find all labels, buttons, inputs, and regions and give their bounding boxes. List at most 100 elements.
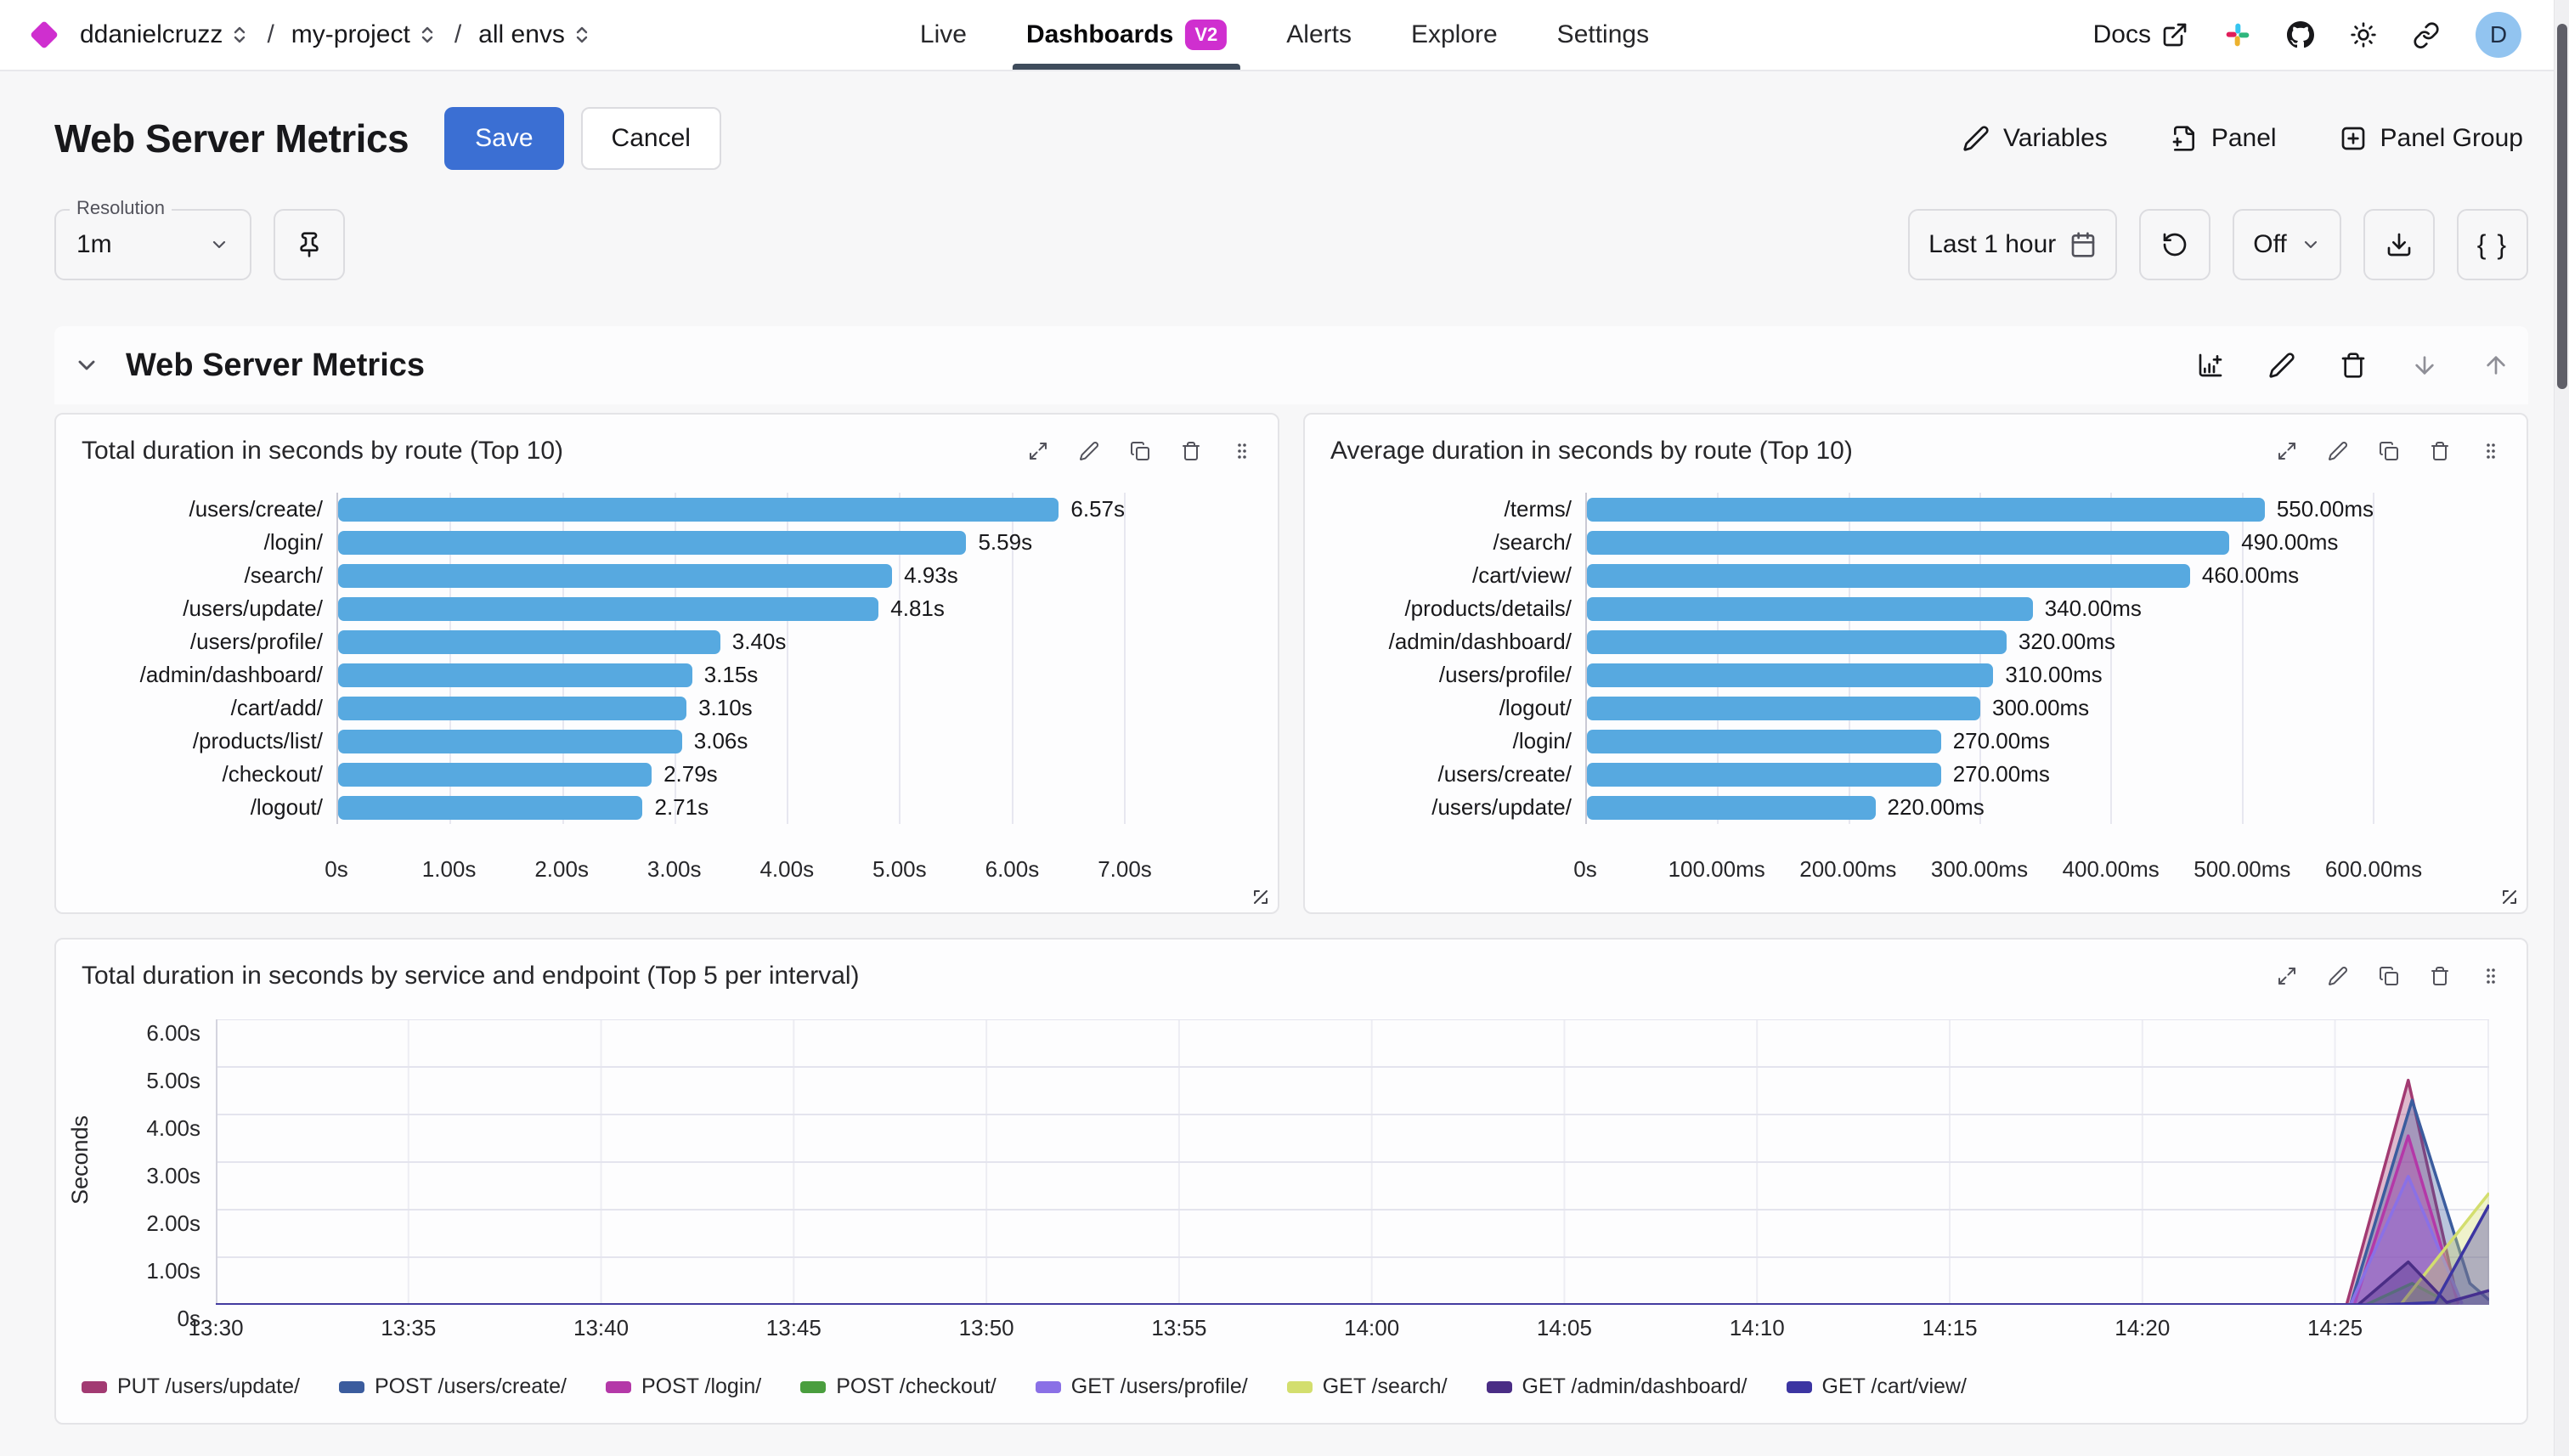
- bar-value-label: 310.00ms: [2005, 662, 2103, 687]
- breadcrumb-env-label: all envs: [478, 20, 565, 48]
- x-axis-tick-label: 13:55: [1151, 1315, 1207, 1340]
- legend-item[interactable]: GET /cart/view/: [1786, 1374, 1967, 1399]
- auto-refresh-select[interactable]: Off: [2233, 209, 2341, 280]
- bar-value-label: 220.00ms: [1887, 794, 1985, 820]
- bar[interactable]: [338, 729, 682, 753]
- duplicate-panel-icon[interactable]: [2379, 441, 2399, 461]
- brand-logo-icon[interactable]: [30, 20, 59, 49]
- expand-icon[interactable]: [2277, 966, 2297, 986]
- edit-panel-icon[interactable]: [1079, 441, 1099, 461]
- nav-label: Live: [919, 20, 967, 48]
- bar[interactable]: [1587, 696, 1980, 720]
- bar[interactable]: [338, 696, 687, 720]
- resize-handle-icon[interactable]: [1251, 887, 1271, 907]
- slack-icon[interactable]: [2224, 21, 2251, 48]
- edit-group-icon[interactable]: [2268, 352, 2295, 379]
- bar[interactable]: [338, 563, 893, 588]
- pin-button[interactable]: [274, 209, 345, 280]
- bar-value-label: 4.93s: [904, 562, 958, 588]
- bar[interactable]: [338, 629, 720, 654]
- bar[interactable]: [1587, 530, 2230, 555]
- link-icon[interactable]: [2413, 21, 2440, 48]
- add-chart-icon[interactable]: [2197, 352, 2224, 379]
- legend-label: POST /users/create/: [374, 1374, 567, 1398]
- nav-item-settings[interactable]: Settings: [1557, 0, 1649, 70]
- x-axis-tick-label: 14:20: [2114, 1315, 2171, 1340]
- grid-line: [1979, 493, 1981, 824]
- download-button[interactable]: [2363, 209, 2435, 280]
- edit-panel-icon[interactable]: [2328, 966, 2348, 986]
- legend-item[interactable]: PUT /users/update/: [82, 1374, 300, 1399]
- github-icon[interactable]: [2287, 21, 2314, 48]
- bar[interactable]: [338, 795, 643, 820]
- plot-area[interactable]: [216, 1019, 2489, 1305]
- bar-category-label: /search/: [244, 562, 324, 588]
- delete-panel-icon[interactable]: [2430, 966, 2450, 986]
- time-range-button[interactable]: Last 1 hour: [1908, 209, 2118, 280]
- duplicate-panel-icon[interactable]: [2379, 966, 2399, 986]
- expand-icon[interactable]: [2277, 441, 2297, 461]
- collapse-chevron-icon[interactable]: [73, 352, 100, 379]
- bar-value-label: 3.40s: [731, 629, 787, 654]
- bar[interactable]: [1587, 762, 1941, 787]
- cancel-button[interactable]: Cancel: [580, 107, 721, 170]
- x-axis-ticks: 13:30 13:35 13:40 13:45 13:50 13:55 14:00 14:05…: [188, 1315, 2489, 1356]
- legend-item[interactable]: POST /login/: [605, 1374, 761, 1399]
- save-button[interactable]: Save: [444, 107, 564, 170]
- json-button[interactable]: { }: [2456, 209, 2528, 280]
- legend-swatch: [1786, 1380, 1812, 1393]
- legend-item[interactable]: POST /checkout/: [800, 1374, 997, 1399]
- variables-button[interactable]: Variables: [1957, 123, 2113, 154]
- nav-item-alerts[interactable]: Alerts: [1286, 0, 1352, 70]
- add-panel-button[interactable]: Panel: [2165, 123, 2282, 154]
- y-axis-tick-label: 3.00s: [146, 1163, 200, 1188]
- bar[interactable]: [1587, 563, 2190, 588]
- bar-row: 460.00ms: [1587, 559, 2374, 592]
- bar[interactable]: [338, 497, 1059, 522]
- refresh-button[interactable]: [2139, 209, 2211, 280]
- bar[interactable]: [1587, 729, 1941, 753]
- duplicate-panel-icon[interactable]: [1130, 441, 1150, 461]
- breadcrumb-env[interactable]: all envs: [478, 20, 592, 49]
- delete-panel-icon[interactable]: [1181, 441, 1201, 461]
- bar[interactable]: [338, 530, 967, 555]
- nav-item-dashboards[interactable]: Dashboards V2: [1012, 0, 1241, 70]
- expand-icon[interactable]: [1028, 441, 1048, 461]
- bar[interactable]: [338, 596, 879, 621]
- bar-category-label: /users/update/: [1431, 794, 1572, 820]
- delete-group-icon[interactable]: [2340, 352, 2367, 379]
- scrollbar-thumb[interactable]: [2557, 24, 2567, 389]
- add-panel-group-button[interactable]: Panel Group: [2335, 123, 2528, 154]
- move-group-down-icon[interactable]: [2411, 352, 2438, 379]
- nav-item-explore[interactable]: Explore: [1411, 0, 1498, 70]
- legend-swatch: [605, 1380, 631, 1393]
- bar[interactable]: [338, 762, 652, 787]
- breadcrumb-project[interactable]: my-project: [291, 20, 438, 49]
- sun-icon[interactable]: [2350, 21, 2377, 48]
- legend-item[interactable]: GET /search/: [1286, 1374, 1448, 1399]
- resolution-select[interactable]: Resolution 1m: [54, 197, 251, 280]
- legend-item[interactable]: GET /users/profile/: [1035, 1374, 1248, 1399]
- edit-panel-icon[interactable]: [2328, 441, 2348, 461]
- drag-handle-icon[interactable]: [1232, 441, 1252, 461]
- panel-title: Total duration in seconds by route (Top …: [82, 437, 563, 465]
- breadcrumb-org[interactable]: ddanielcruzz: [80, 20, 250, 49]
- time-series-chart: Seconds 0s 1.00s 2.00s 3.00s 4.00s 5.00s 6.00s…: [56, 1006, 2527, 1423]
- nav-item-live[interactable]: Live: [920, 0, 967, 70]
- bar[interactable]: [1587, 497, 2265, 522]
- bar[interactable]: [338, 663, 692, 687]
- bar-category-label: /users/update/: [183, 595, 323, 621]
- drag-handle-icon[interactable]: [2481, 441, 2501, 461]
- bar[interactable]: [1587, 795, 1876, 820]
- bar[interactable]: [1587, 629, 2007, 654]
- drag-handle-icon[interactable]: [2481, 966, 2501, 986]
- bar[interactable]: [1587, 663, 1994, 687]
- resize-handle-icon[interactable]: [2499, 887, 2520, 907]
- legend-item[interactable]: GET /admin/dashboard/: [1486, 1374, 1747, 1399]
- bar[interactable]: [1587, 596, 2033, 621]
- move-group-up-icon[interactable]: [2482, 352, 2510, 379]
- avatar[interactable]: D: [2476, 12, 2521, 58]
- docs-link[interactable]: Docs: [2093, 20, 2188, 49]
- delete-panel-icon[interactable]: [2430, 441, 2450, 461]
- legend-item[interactable]: POST /users/create/: [338, 1374, 567, 1399]
